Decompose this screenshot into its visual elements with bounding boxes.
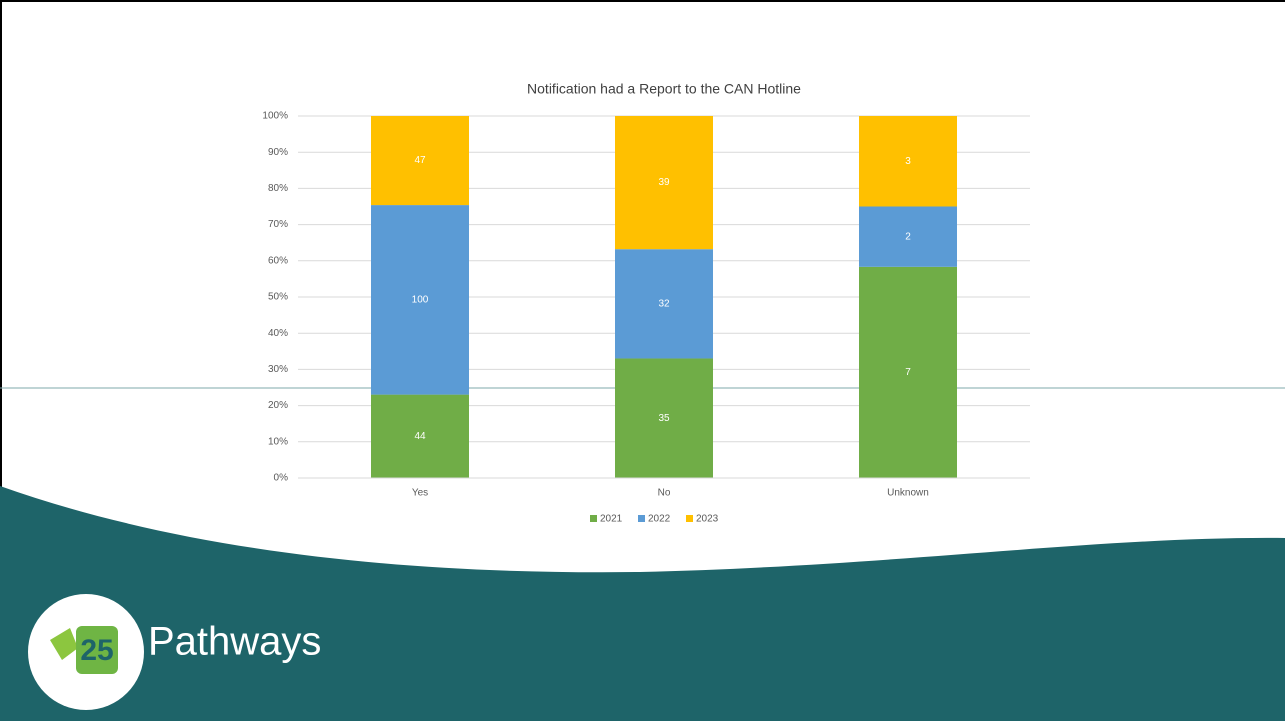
bar-segment [615, 358, 713, 478]
bar-segment [859, 266, 957, 478]
logo-text: 25 [80, 634, 113, 667]
x-tick-label: Yes [412, 488, 428, 499]
legend-swatch [686, 515, 693, 522]
bar-segment [859, 206, 957, 267]
data-label: 2 [905, 231, 911, 242]
legend-swatch [590, 515, 597, 522]
logo-spout [50, 628, 78, 660]
bar-segment [615, 249, 713, 359]
brand-title: Pathways [148, 620, 321, 664]
y-tick-label: 100% [262, 111, 288, 122]
x-tick-label: No [658, 488, 671, 499]
legend-label: 2023 [696, 514, 719, 525]
y-tick-label: 10% [268, 436, 288, 447]
bar-segment [371, 116, 469, 206]
bar-segment [371, 205, 469, 395]
data-label: 39 [658, 177, 670, 188]
legend-label: 2022 [648, 514, 671, 525]
data-label: 100 [412, 294, 429, 305]
y-tick-label: 30% [268, 364, 288, 375]
y-tick-label: 90% [268, 147, 288, 158]
data-label: 47 [414, 155, 426, 166]
data-label: 32 [658, 298, 670, 309]
bar-segment [371, 394, 469, 478]
data-label: 35 [658, 413, 670, 424]
y-tick-label: 70% [268, 219, 288, 230]
logo-can [76, 626, 118, 674]
legend-label: 2021 [600, 514, 623, 525]
x-tick-label: Unknown [887, 488, 929, 499]
footer-wave [0, 486, 1285, 721]
y-tick-label: 60% [268, 255, 288, 266]
y-tick-label: 40% [268, 328, 288, 339]
bar-segment [859, 116, 957, 207]
legend-swatch [638, 515, 645, 522]
y-tick-label: 80% [268, 183, 288, 194]
data-label: 3 [905, 156, 911, 167]
bar-segment [615, 116, 713, 250]
y-tick-label: 0% [274, 473, 289, 484]
data-label: 44 [414, 431, 426, 442]
y-tick-label: 50% [268, 292, 288, 303]
chart-title: Notification had a Report to the CAN Hot… [527, 81, 801, 97]
y-tick-label: 20% [268, 400, 288, 411]
data-label: 7 [905, 367, 911, 378]
